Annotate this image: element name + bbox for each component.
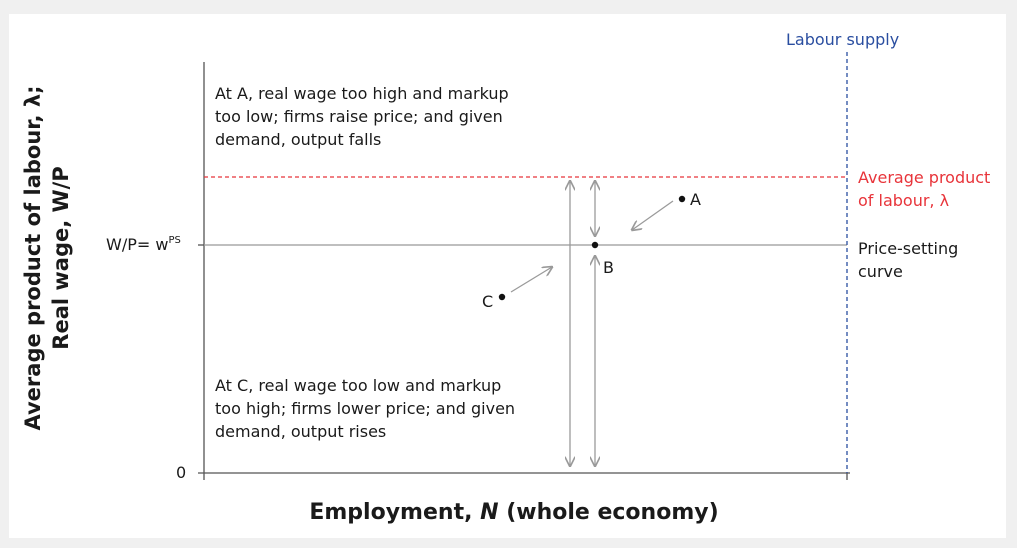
- y-axis-title: Average product of labour, λ; Real wage,…: [21, 85, 73, 430]
- y-tick-wage-sup: PS: [168, 235, 180, 246]
- y-axis-title-line1: Average product of labour, λ;: [21, 85, 45, 430]
- y-tick-wage: W/P= wPS: [106, 235, 181, 254]
- apl-label: Average product of labour, λ: [858, 168, 991, 210]
- point-b-dot: [591, 241, 599, 249]
- point-a-label: A: [690, 190, 701, 209]
- price-setting-label: Price-setting curve: [858, 239, 959, 281]
- y-axis-title-line2: Real wage, W/P: [49, 166, 73, 349]
- y-tick-wage-main: W/P= w: [106, 235, 168, 254]
- point-b-label: B: [603, 258, 614, 277]
- point-c-dot: [498, 293, 506, 301]
- arrow-a-to-b: [632, 200, 674, 230]
- x-axis-title: Employment, N (whole economy): [309, 500, 718, 525]
- arrow-c-to-b: [510, 267, 552, 293]
- note-c: At C, real wage too low and markup too h…: [215, 376, 516, 441]
- note-a: At A, real wage too high and markup too …: [215, 84, 509, 149]
- point-a-dot: [678, 195, 686, 203]
- y-tick-zero: 0: [176, 463, 186, 482]
- point-c-label: C: [482, 292, 493, 311]
- diagram-panel: [9, 14, 1006, 538]
- labour-supply-label: Labour supply: [786, 30, 900, 49]
